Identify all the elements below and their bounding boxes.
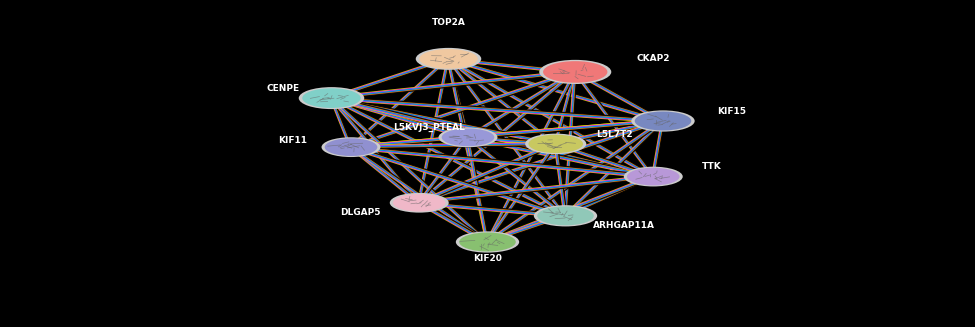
Circle shape	[415, 48, 482, 70]
Circle shape	[528, 135, 583, 153]
Text: KIF20: KIF20	[473, 254, 502, 263]
Circle shape	[419, 49, 478, 69]
Circle shape	[302, 88, 361, 108]
Circle shape	[298, 87, 365, 109]
Text: TTK: TTK	[702, 162, 722, 171]
Circle shape	[459, 232, 516, 251]
Text: TOP2A: TOP2A	[432, 18, 465, 27]
Circle shape	[537, 206, 594, 225]
Circle shape	[390, 193, 448, 213]
Circle shape	[632, 111, 694, 131]
Text: KIF11: KIF11	[278, 136, 307, 145]
Circle shape	[439, 128, 497, 147]
Circle shape	[624, 167, 682, 186]
Circle shape	[539, 60, 611, 84]
Text: DLGAP5: DLGAP5	[340, 208, 381, 217]
Text: ARHGAP11A: ARHGAP11A	[593, 221, 655, 230]
Circle shape	[534, 205, 597, 226]
Text: KIF15: KIF15	[717, 107, 746, 116]
Circle shape	[627, 168, 680, 185]
Text: L5L7T2: L5L7T2	[596, 129, 633, 139]
Circle shape	[322, 137, 380, 157]
Text: L5KVJ3_PTEAL: L5KVJ3_PTEAL	[393, 123, 465, 132]
Text: CENPE: CENPE	[266, 84, 299, 93]
Circle shape	[442, 129, 494, 146]
Circle shape	[456, 232, 519, 252]
Circle shape	[635, 112, 691, 130]
Text: CKAP2: CKAP2	[637, 54, 670, 63]
Circle shape	[526, 134, 586, 154]
Circle shape	[325, 138, 377, 156]
Circle shape	[543, 61, 607, 83]
Circle shape	[393, 194, 446, 212]
